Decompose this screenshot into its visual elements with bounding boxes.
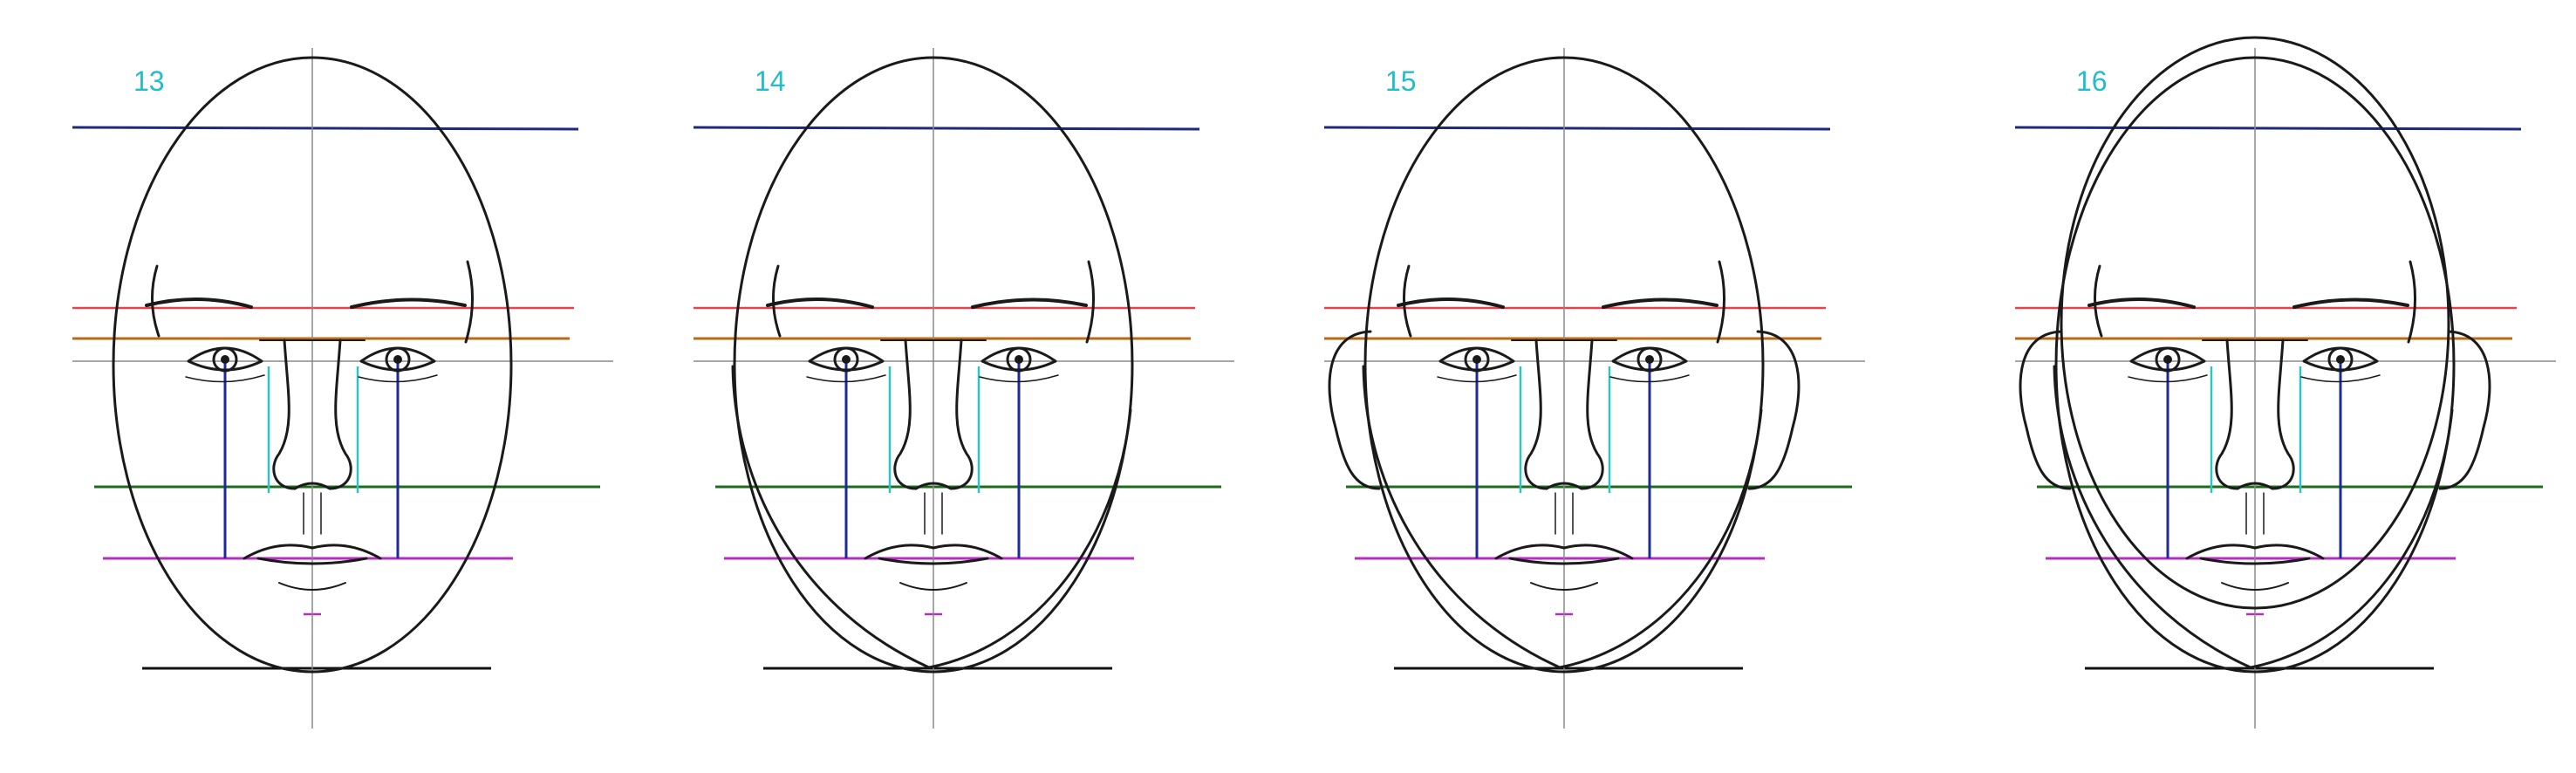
- philtrum: [303, 492, 322, 535]
- left-ear: [1328, 330, 1381, 490]
- mouth-line-stroke: [2199, 557, 2311, 565]
- left-eye: [2129, 346, 2206, 372]
- right-brow: [350, 298, 467, 309]
- lower-lip: [1530, 582, 1598, 591]
- left-iris: [833, 346, 859, 373]
- panel-number: 13: [133, 65, 165, 97]
- left-eye: [1438, 346, 1515, 372]
- upper-lip: [2185, 544, 2325, 560]
- left-pupil: [221, 355, 229, 364]
- left-eye-bag: [185, 374, 265, 383]
- upper-lip: [1494, 544, 1634, 560]
- lower-lip: [899, 582, 967, 591]
- nose: [1524, 339, 1604, 490]
- philtrum: [2245, 492, 2265, 535]
- left-temple: [1403, 264, 1412, 338]
- right-eye-bag: [358, 374, 438, 383]
- jaw-contour: [2053, 365, 2454, 669]
- panel-16: 16: [2014, 36, 2556, 729]
- left-brow: [2087, 298, 2196, 309]
- crown-line: [693, 126, 1200, 131]
- right-brow: [1602, 298, 1718, 309]
- left-pupil: [842, 355, 851, 364]
- jaw-contour: [731, 365, 1132, 669]
- philtrum: [1554, 492, 1574, 535]
- right-pupil: [1645, 355, 1654, 364]
- panel-13: 13: [72, 48, 613, 729]
- panel-number: 15: [1385, 65, 1417, 97]
- right-iris: [385, 346, 411, 373]
- right-brow: [2292, 298, 2409, 309]
- right-eye: [359, 346, 436, 372]
- left-iris: [2155, 346, 2181, 373]
- right-eye: [1611, 346, 1688, 372]
- left-pupil: [2163, 355, 2172, 364]
- mouth-line-stroke: [878, 557, 989, 565]
- right-ear: [2438, 330, 2491, 490]
- mouth-line-stroke: [1508, 557, 1620, 565]
- left-pupil: [1472, 355, 1481, 364]
- nose: [893, 339, 974, 490]
- crown-line: [72, 126, 579, 131]
- right-pupil: [393, 355, 402, 364]
- panel-number: 14: [755, 65, 786, 97]
- lower-lip: [278, 582, 346, 591]
- panel-15: 15: [1323, 48, 1865, 729]
- nose: [272, 339, 352, 490]
- right-eye-bag: [2300, 374, 2381, 383]
- left-iris: [212, 346, 238, 373]
- head-oval: [1363, 56, 1765, 674]
- jaw-contour: [1362, 365, 1763, 669]
- left-eye-bag: [2128, 374, 2208, 383]
- right-ear: [1747, 330, 1800, 490]
- crown-line: [1323, 126, 1831, 131]
- lower-lip: [2221, 582, 2289, 591]
- right-iris: [1006, 346, 1032, 373]
- right-temple: [2407, 260, 2416, 344]
- panel-14: 14: [693, 48, 1234, 729]
- left-brow: [1397, 298, 1505, 309]
- panel-number: 16: [2076, 65, 2108, 97]
- right-eye: [981, 346, 1057, 372]
- upper-lip: [864, 544, 1003, 560]
- right-eye: [2302, 346, 2379, 372]
- head-oval: [733, 56, 1134, 674]
- left-temple: [2094, 264, 2103, 338]
- left-eye-bag: [1437, 374, 1517, 383]
- right-brow: [971, 298, 1088, 309]
- right-pupil: [1015, 355, 1023, 364]
- right-temple: [464, 260, 474, 344]
- philtrum: [924, 492, 943, 535]
- right-pupil: [2336, 355, 2345, 364]
- left-brow: [766, 298, 874, 309]
- head-oval: [112, 56, 513, 674]
- mouth-line-stroke: [256, 557, 368, 565]
- left-ear: [2019, 330, 2072, 490]
- head-oval: [2054, 56, 2456, 674]
- left-brow: [145, 298, 253, 309]
- left-eye: [808, 346, 885, 372]
- left-eye-bag: [806, 374, 886, 383]
- left-temple: [151, 264, 161, 338]
- nose: [2215, 339, 2295, 490]
- left-iris: [1464, 346, 1490, 373]
- crown-line: [2014, 126, 2522, 131]
- right-iris: [2327, 346, 2354, 373]
- right-iris: [1636, 346, 1663, 373]
- right-eye-bag: [1609, 374, 1690, 383]
- left-temple: [772, 264, 782, 338]
- left-eye: [187, 346, 263, 372]
- right-eye-bag: [979, 374, 1059, 383]
- right-temple: [1085, 260, 1095, 344]
- skull-outline: [2060, 36, 2450, 610]
- upper-lip: [243, 544, 382, 560]
- right-temple: [1716, 260, 1725, 344]
